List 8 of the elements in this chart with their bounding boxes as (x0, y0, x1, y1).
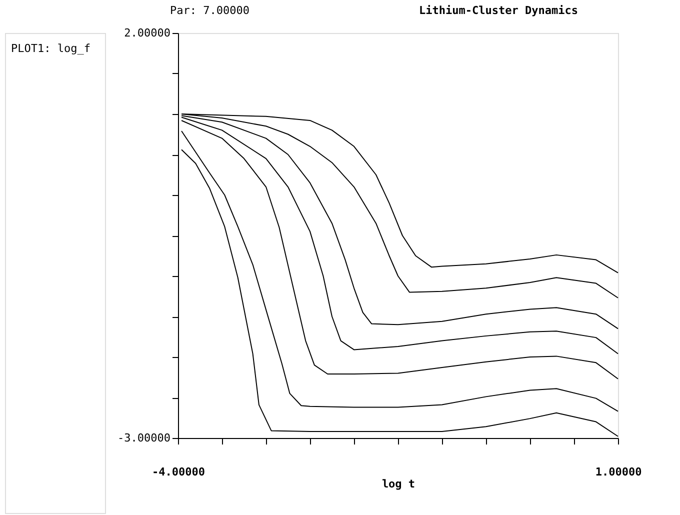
chart-subtitle: Par: 7.00000 (170, 4, 250, 17)
x-axis-title: log t (382, 478, 416, 490)
chart-title: Lithium-Cluster Dynamics (419, 4, 578, 17)
x-tick-label: -4.00000 (152, 466, 205, 478)
x-tick-label: 1.00000 (595, 466, 642, 478)
y-tick-label: 2.00000 (124, 26, 170, 40)
text: PLOT1: log_f (11, 42, 90, 55)
y-tick-label: -3.00000 (118, 432, 170, 444)
